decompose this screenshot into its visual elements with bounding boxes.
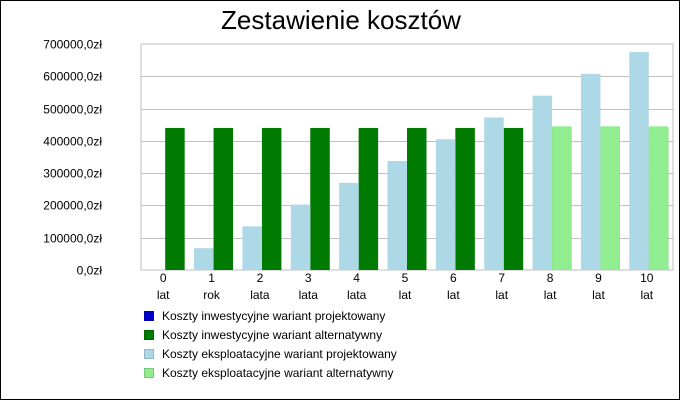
x-tick-label: lat (447, 288, 460, 302)
x-tick-label: 4 (353, 271, 360, 285)
y-tick-label: 0,0zł (77, 264, 103, 278)
legend-label: Koszty inwestycyjne wariant alternatywny (162, 327, 383, 342)
legend-item: Koszty inwestycyjne wariant alternatywny (144, 325, 544, 344)
bar (165, 127, 185, 270)
x-tick-label: 1 (208, 271, 215, 285)
bar (648, 126, 669, 270)
x-tick-label: 6 (450, 271, 457, 285)
bar (580, 73, 601, 270)
legend-swatch (144, 310, 154, 321)
bar (503, 127, 524, 270)
bar (552, 126, 572, 270)
bar (455, 127, 475, 270)
bar (290, 204, 311, 270)
bar (532, 95, 553, 271)
x-tick-label: lat (399, 288, 412, 302)
x-tick-label: rok (203, 288, 221, 302)
bar (261, 127, 282, 270)
x-tick-label: lat (544, 288, 557, 302)
x-tick-label: 8 (547, 271, 554, 285)
bar (339, 182, 359, 270)
x-tick-label: lat (640, 288, 653, 302)
bar (213, 127, 234, 270)
x-tick-label: lata (299, 288, 319, 302)
chart-title: Zestawienie kosztów (221, 5, 461, 35)
bar (387, 161, 407, 270)
legend-item: Koszty eksploatacyjne wariant projektowa… (144, 344, 544, 363)
bar (629, 52, 649, 271)
y-tick-label: 400000,0zł (43, 135, 102, 149)
x-tick-label: 9 (595, 271, 602, 285)
x-tick-label: 3 (305, 271, 312, 285)
x-tick-label: lata (250, 288, 270, 302)
x-tick-label: 7 (498, 271, 505, 285)
legend: Koszty inwestycyjne wariant projektowany… (144, 306, 544, 382)
legend-swatch (144, 367, 154, 378)
legend-label: Koszty eksploatacyjne wariant alternatyw… (162, 365, 394, 380)
y-tick-label: 500000,0zł (43, 103, 102, 117)
bar (242, 226, 262, 270)
bar (358, 127, 379, 270)
legend-swatch (144, 348, 154, 359)
bar (407, 127, 427, 270)
x-tick-label: 2 (257, 271, 264, 285)
x-tick-label: lat (592, 288, 605, 302)
bar (484, 117, 504, 270)
bar (435, 139, 456, 270)
y-tick-label: 100000,0zł (43, 232, 102, 246)
legend-item: Koszty eksploatacyjne wariant alternatyw… (144, 363, 544, 382)
y-tick-label: 200000,0zł (43, 199, 102, 213)
bar (194, 248, 214, 270)
legend-swatch (144, 329, 154, 340)
legend-label: Koszty eksploatacyjne wariant projektowa… (162, 346, 397, 361)
x-tick-label: lat (495, 288, 508, 302)
bar (600, 126, 620, 270)
legend-label: Koszty inwestycyjne wariant projektowany (162, 308, 386, 323)
legend-item: Koszty inwestycyjne wariant projektowany (144, 306, 544, 325)
y-tick-label: 600000,0zł (43, 70, 102, 84)
y-tick-label: 300000,0zł (43, 167, 102, 181)
bar (310, 127, 330, 270)
x-tick-label: 0 (160, 271, 167, 285)
x-tick-label: 5 (402, 271, 409, 285)
x-tick-label: 10 (640, 271, 654, 285)
x-tick-label: lata (347, 288, 367, 302)
y-tick-label: 700000,0zł (43, 38, 102, 52)
x-tick-label: lat (157, 288, 170, 302)
